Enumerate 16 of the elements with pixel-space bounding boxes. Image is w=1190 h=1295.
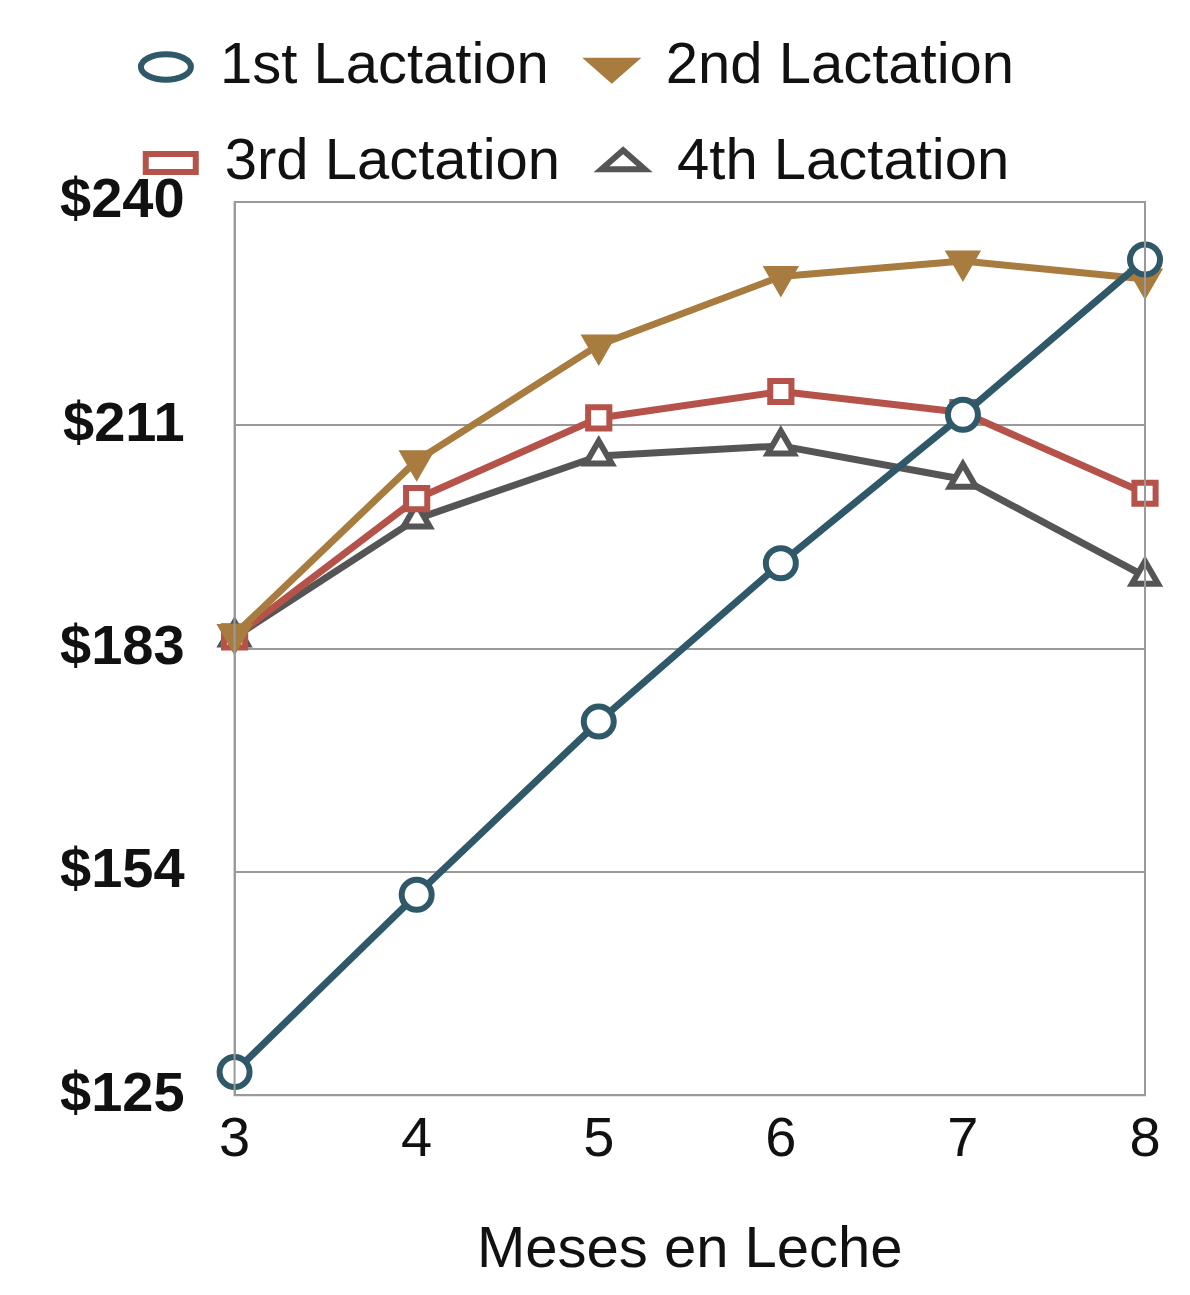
legend-label: 1st Lactation: [219, 30, 549, 95]
y-tick-label: $240: [60, 166, 185, 230]
x-tick-label: 4: [401, 1105, 433, 1169]
x-tick-label: 6: [765, 1105, 797, 1169]
x-tick-label: 8: [1129, 1105, 1161, 1169]
x-tick-label: 5: [583, 1105, 615, 1169]
y-tick-label: $125: [60, 1059, 185, 1123]
x-axis-title: Meses en Leche: [476, 1214, 903, 1280]
y-tick-label: $183: [60, 613, 185, 677]
legend-label: 2nd Lactation: [665, 30, 1015, 95]
y-tick-label: $211: [63, 389, 185, 453]
x-tick-label: 3: [219, 1105, 251, 1169]
y-tick-label: $154: [60, 836, 185, 900]
legend-label: 3rd Lactation: [224, 126, 561, 191]
x-tick-label: 7: [947, 1105, 979, 1169]
legend-label: 4th Lactation: [677, 126, 1010, 191]
